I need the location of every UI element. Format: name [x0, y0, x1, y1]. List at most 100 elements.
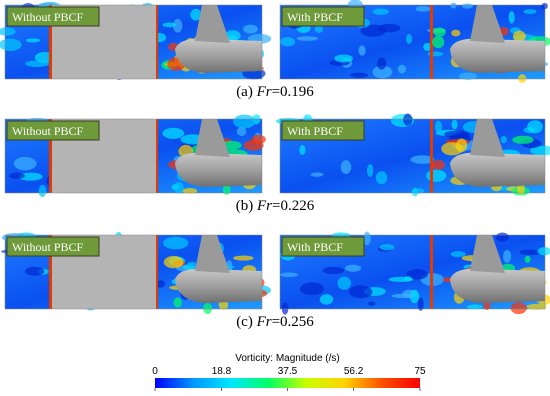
caption-symbol: Fr	[256, 84, 272, 100]
flow-blob	[512, 135, 534, 144]
flow-blob	[508, 11, 515, 24]
flow-blob	[174, 182, 184, 194]
blade	[470, 5, 505, 43]
hub	[450, 268, 545, 303]
flow-blob	[427, 51, 444, 57]
flow-blob	[500, 135, 507, 144]
flow-blob	[337, 276, 352, 290]
colorbar-tick-label: 56.2	[344, 366, 364, 377]
flow-blob	[379, 244, 395, 251]
blade	[195, 119, 230, 157]
flow-blob	[190, 8, 202, 21]
panel-label: Without PBCF	[12, 10, 84, 24]
caption-prefix: (c)	[236, 314, 256, 330]
flow-blob	[25, 38, 41, 43]
label-box	[6, 6, 100, 27]
plate-edge	[49, 5, 52, 79]
colorbar-title: Vorticity: Magnitude (/s)	[235, 353, 339, 364]
label-box	[6, 120, 100, 141]
colorbar	[155, 378, 420, 388]
flow-blob	[431, 160, 446, 170]
plate-edge	[49, 235, 52, 309]
flow-blob	[156, 280, 165, 288]
vorticity-panel: With PBCF	[279, 231, 550, 315]
flow-blob	[182, 187, 198, 194]
blade	[195, 235, 230, 273]
flow-blob	[363, 231, 371, 246]
flow-blob	[368, 301, 376, 306]
caption: (b) Fr=0.226	[236, 198, 315, 214]
flow-blob	[344, 264, 362, 272]
flow-blob	[163, 255, 184, 269]
flow-blob	[236, 126, 247, 136]
caption-symbol: Fr	[256, 198, 272, 214]
flow-blob	[455, 138, 468, 153]
flow-blob	[366, 164, 374, 177]
hub	[175, 152, 262, 187]
blade	[470, 235, 505, 273]
panel-label: Without PBCF	[12, 124, 84, 138]
flow-blob	[358, 45, 366, 56]
flow-blob	[524, 255, 531, 263]
flow-blob	[412, 188, 425, 194]
flow-blob	[372, 65, 393, 79]
plate-edge	[156, 119, 158, 193]
flow-blob	[376, 57, 387, 70]
plate-edge	[430, 235, 433, 309]
flow-blob	[0, 38, 22, 51]
flow-blob	[233, 255, 254, 261]
label-box	[281, 236, 365, 257]
flow-blob	[243, 24, 258, 34]
flow-blob	[415, 6, 431, 12]
flow-blob	[391, 293, 414, 299]
plate-edge	[49, 119, 52, 193]
flow-blob	[296, 36, 318, 41]
flow-blob	[458, 72, 477, 80]
flow-blob	[423, 43, 432, 51]
plate-edge	[430, 119, 433, 193]
flow-blob	[537, 247, 550, 256]
caption-value: =0.256	[272, 314, 315, 330]
flow-blob	[334, 54, 353, 63]
label-box	[6, 236, 100, 257]
flow-blob	[224, 30, 241, 42]
flow-blob	[280, 37, 296, 47]
flow-blob	[222, 184, 231, 195]
flow-blob	[378, 23, 401, 33]
panel-border	[279, 118, 546, 194]
flow-blob	[202, 302, 213, 314]
hub	[175, 38, 262, 73]
flow-blob	[299, 145, 306, 155]
panel-border	[4, 234, 263, 310]
flow-blob	[397, 64, 407, 74]
flow-blob	[162, 22, 176, 28]
flow-blob	[510, 302, 527, 315]
caption: (c) Fr=0.256	[236, 314, 314, 330]
colorbar-tick-label: 0	[152, 366, 158, 377]
flow-blob	[162, 127, 185, 139]
blade	[195, 5, 230, 43]
vorticity-panel: Without PBCF	[0, 231, 271, 314]
flow-blob	[442, 277, 453, 283]
label-box	[281, 120, 365, 141]
flow-blob	[319, 294, 334, 305]
panel-label: With PBCF	[287, 10, 343, 24]
flow-blob	[372, 8, 389, 15]
flow-blob	[0, 27, 16, 36]
flow-blob	[467, 304, 483, 310]
caption-symbol: Fr	[256, 314, 272, 330]
flow-blob	[461, 3, 473, 9]
flow-blob	[350, 72, 369, 78]
flow-blob	[388, 276, 414, 282]
colorbar-tick-label: 37.5	[278, 366, 298, 377]
panel-border	[279, 234, 546, 310]
flow-blob	[279, 272, 299, 278]
plate-edge	[430, 5, 433, 79]
flow-blob	[450, 2, 457, 9]
vorticity-panel: With PBCF	[279, 0, 550, 83]
flow-blob	[172, 18, 183, 33]
flow-blob	[24, 266, 45, 276]
flow-blob	[406, 269, 428, 280]
flow-blob	[451, 119, 458, 130]
